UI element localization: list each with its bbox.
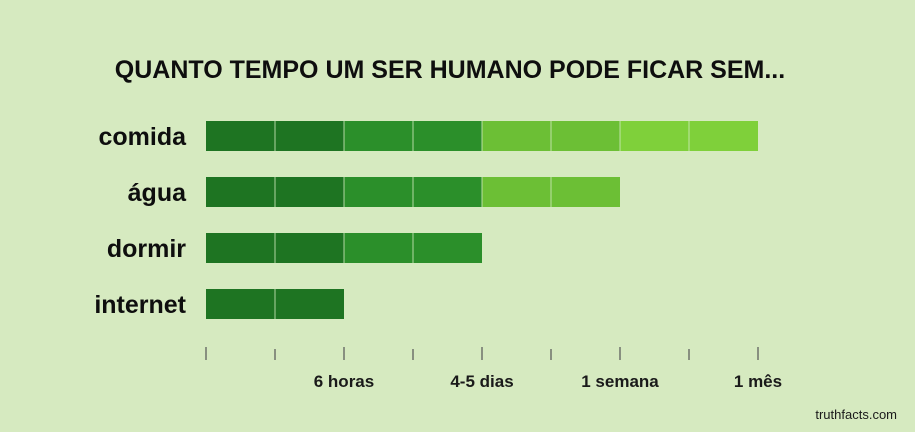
- category-label: água: [128, 179, 187, 207]
- bar-segment: [689, 121, 758, 151]
- bar-segment: [275, 177, 344, 207]
- bar-segment: [206, 289, 275, 319]
- tick-label: 1 semana: [581, 372, 659, 391]
- bar: [206, 177, 620, 207]
- category-label: internet: [94, 291, 186, 319]
- bar-segment: [275, 121, 344, 151]
- category-label: comida: [98, 123, 187, 151]
- bar-segment: [206, 121, 275, 151]
- bar-segment: [344, 177, 413, 207]
- bar-segment: [551, 121, 620, 151]
- x-axis: 6 horas 4-5 dias 1 semana 1 mês: [205, 347, 782, 391]
- bar-segment: [482, 121, 551, 151]
- bar-segment: [482, 177, 551, 207]
- bar-segment: [413, 233, 482, 263]
- bar-segment: [275, 233, 344, 263]
- bar: [206, 121, 758, 151]
- chart-title: QUANTO TEMPO UM SER HUMANO PODE FICAR SE…: [115, 56, 785, 84]
- bar-segment: [344, 233, 413, 263]
- tick-label: 4-5 dias: [450, 372, 513, 391]
- credit-text: truthfacts.com: [815, 407, 897, 422]
- bar-segment: [206, 233, 275, 263]
- bar-segment: [413, 121, 482, 151]
- bar-segment: [551, 177, 620, 207]
- bar-segment: [620, 121, 689, 151]
- bar-segment: [275, 289, 344, 319]
- bars-group: comida água dormir internet: [94, 121, 758, 319]
- bar-segment: [413, 177, 482, 207]
- tick-label: 6 horas: [314, 372, 374, 391]
- category-label: dormir: [107, 235, 186, 263]
- bar-segment: [206, 177, 275, 207]
- tick-label: 1 mês: [734, 372, 782, 391]
- bar: [206, 289, 344, 319]
- bar-segment: [344, 121, 413, 151]
- bar: [206, 233, 482, 263]
